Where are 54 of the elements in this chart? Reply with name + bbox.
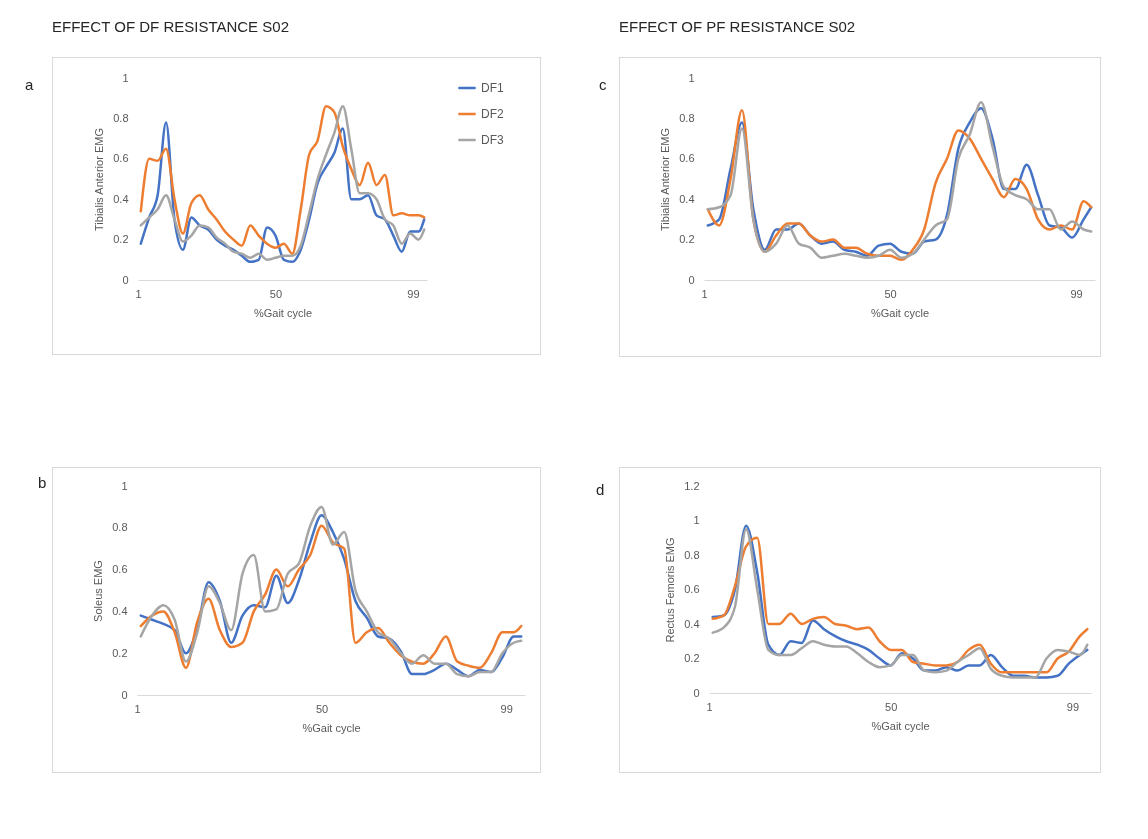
y-tick-label: 0 (122, 273, 129, 286)
y-tick-label: 0.6 (679, 152, 695, 165)
x-tick-label: 99 (500, 702, 513, 715)
y-tick-label: 0.8 (113, 111, 129, 124)
text: a (25, 76, 34, 93)
text: d (596, 481, 605, 498)
y-tick-label: 0.8 (112, 521, 128, 534)
y-tick-label: 1 (122, 71, 129, 84)
y-tick-label: 0.4 (112, 604, 128, 617)
y-tick-label: 1 (688, 71, 695, 84)
y-tick-label: 0.2 (112, 646, 128, 659)
y-tick-label: 1 (693, 514, 700, 526)
x-tick-label: 50 (315, 702, 329, 715)
x-axis-title: %Gait cycle (871, 719, 930, 732)
y-tick-label: 0.4 (679, 192, 695, 205)
x-tick-label: 99 (1070, 287, 1083, 300)
y-tick-label: 0.2 (684, 652, 700, 664)
y-tick-label: 0 (688, 273, 695, 286)
legend-label: DF3 (481, 133, 504, 147)
legend-label: DF2 (481, 107, 504, 121)
text: c (599, 76, 607, 93)
x-tick-label: 1 (706, 700, 713, 713)
x-tick-label: 99 (1066, 700, 1080, 713)
chart-title: EFFECT OF DF RESISTANCE S02 (52, 18, 289, 35)
legend-label: DF1 (481, 81, 504, 95)
x-tick-label: 1 (134, 702, 141, 715)
y-tick-label: 0 (121, 688, 128, 701)
y-tick-label: 0.4 (684, 617, 700, 630)
y-tick-label: 0.2 (113, 233, 129, 246)
y-axis-title: Rectus Femoris EMG (664, 537, 677, 643)
x-axis-title: %Gait cycle (870, 306, 930, 319)
y-tick-label: 0 (693, 686, 700, 699)
x-axis-title: %Gait cycle (253, 306, 313, 319)
x-tick-label: 99 (407, 287, 420, 300)
y-tick-label: 0.2 (679, 233, 695, 246)
y-axis-title: Soleus EMG (92, 560, 105, 622)
y-axis-title: Tibialis Anterior EMG (659, 128, 672, 231)
y-axis-title: Tibialis Anterior EMG (93, 128, 106, 231)
y-tick-label: 1.2 (684, 479, 700, 492)
text: b (38, 474, 47, 491)
y-tick-label: 1 (121, 479, 128, 492)
y-tick-label: 0.8 (679, 111, 695, 124)
chart-title: EFFECT OF PF RESISTANCE S02 (619, 18, 856, 35)
y-tick-label: 0.6 (684, 583, 700, 595)
x-tick-label: 50 (884, 287, 897, 300)
y-tick-label: 0.4 (113, 192, 129, 205)
y-tick-label: 0.8 (684, 548, 700, 561)
x-tick-label: 1 (701, 287, 708, 300)
x-tick-label: 1 (135, 287, 142, 300)
y-tick-label: 0.6 (112, 563, 128, 576)
x-tick-label: 50 (269, 287, 283, 300)
x-axis-title: %Gait cycle (302, 721, 361, 734)
y-tick-label: 0.6 (113, 152, 129, 165)
x-tick-label: 50 (885, 700, 898, 713)
